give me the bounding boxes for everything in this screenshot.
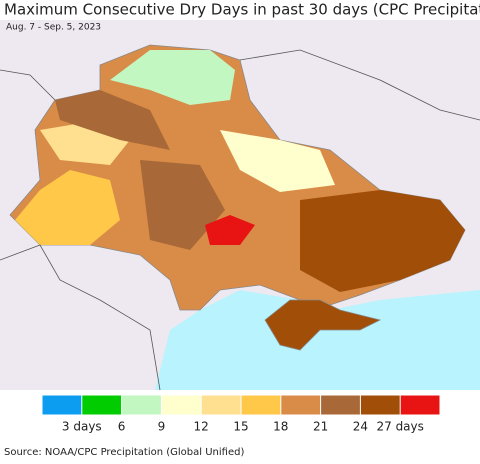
region-patch: [15, 170, 120, 245]
region-patch: [140, 160, 225, 250]
legend-tick-label: 9: [158, 420, 166, 434]
legend-swatch: [42, 395, 82, 415]
title: Maximum Consecutive Dry Days in past 30 …: [4, 1, 480, 19]
legend-tick-label: 18: [273, 420, 288, 434]
legend-swatch: [121, 395, 162, 415]
border: [0, 69, 56, 101]
border: [0, 244, 161, 391]
legend-swatch: [81, 395, 122, 415]
subtitle: Aug. 7 - Sep. 5, 2023: [6, 23, 101, 33]
sea: [155, 290, 480, 390]
legend: 3 days 6 9 12 15 18 21 24 27 days: [41, 394, 441, 434]
legend-swatch: [320, 395, 361, 415]
legend-tick-label: 15: [233, 420, 248, 434]
region-patch: [220, 130, 335, 192]
region-patch: [55, 90, 170, 150]
legend-swatch: [360, 395, 401, 415]
legend-swatch: [280, 395, 321, 415]
legend-swatch: [201, 395, 241, 415]
legend-tick-label: 3 days: [62, 420, 102, 434]
legend-tick-label: 12: [194, 420, 209, 434]
border: [239, 49, 480, 121]
peninsula: [264, 299, 382, 351]
region-patch: [205, 215, 255, 245]
legend-tick-label: 6: [118, 420, 126, 434]
map: [0, 20, 480, 391]
legend-tick-label: 21: [313, 420, 328, 434]
source: Source: NOAA/CPC Precipitation (Global U…: [4, 447, 244, 458]
region-patch: [110, 50, 235, 105]
legend-swatch: [241, 395, 281, 415]
legend-swatch: [400, 395, 440, 415]
legend-tick-label: 27 days: [376, 420, 423, 434]
legend-tick-label: 24: [353, 420, 368, 434]
legend-swatch: [161, 395, 202, 415]
region-patch: [300, 190, 465, 292]
